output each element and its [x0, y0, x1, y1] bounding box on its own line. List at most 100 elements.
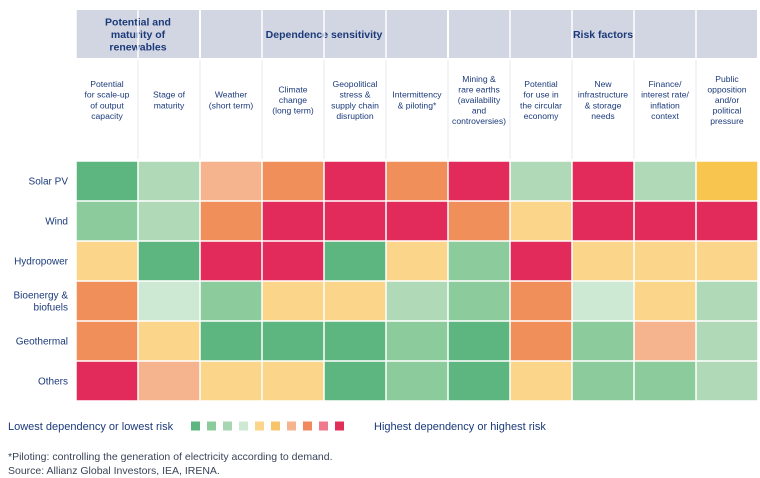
heatmap-cell [572, 161, 634, 201]
heatmap-cell [510, 201, 572, 241]
heatmap-cell [510, 241, 572, 281]
legend-swatch [223, 421, 232, 431]
heatmap-cell [572, 321, 634, 361]
source-note: Source: Allianz Global Investors, IEA, I… [8, 465, 220, 477]
legend-swatch [319, 421, 328, 431]
heatmap-cell [696, 361, 758, 401]
row-label: Others [38, 377, 68, 388]
heatmap-cell [448, 201, 510, 241]
column-label: Climate change (long term) [272, 84, 314, 115]
legend-swatch [191, 421, 200, 431]
heatmap-cell [572, 201, 634, 241]
heatmap-cell [448, 321, 510, 361]
heatmap-cell [696, 281, 758, 321]
heatmap-cell [138, 241, 200, 281]
heatmap-cell [262, 281, 324, 321]
heatmap-cell [634, 281, 696, 321]
column-label: Intermittency & piloting* [392, 90, 442, 111]
heatmap-cell [572, 361, 634, 401]
heatmap-cell [448, 361, 510, 401]
heatmap-cell [200, 161, 262, 201]
heatmap-cell [510, 161, 572, 201]
legend-swatch [239, 421, 248, 431]
row-label: Geothermal [16, 337, 68, 348]
heatmap-cell [386, 201, 448, 241]
heatmap-cell [76, 161, 138, 201]
heatmap-cell [510, 361, 572, 401]
legend-swatch [303, 421, 312, 431]
heatmap-cell [262, 241, 324, 281]
heatmap-cell [76, 361, 138, 401]
heatmap-cell [386, 281, 448, 321]
heatmap-cell [634, 321, 696, 361]
heatmap-cell [634, 361, 696, 401]
heatmap-cell [696, 161, 758, 201]
heatmap-cell [386, 161, 448, 201]
legend-low-label: Lowest dependency or lowest risk [8, 421, 174, 433]
heatmap-cell [324, 361, 386, 401]
column-label: Geopolitical stress & supply chain disrupti… [331, 79, 379, 121]
heatmap-cell [448, 161, 510, 201]
heatmap-cell [386, 321, 448, 361]
legend-swatch [271, 421, 280, 431]
column-group-header-bg [76, 10, 758, 58]
heatmap-cell [572, 241, 634, 281]
heatmap-cell [76, 281, 138, 321]
heatmap-cell [572, 281, 634, 321]
heatmap-cell [138, 161, 200, 201]
heatmap-cell [386, 361, 448, 401]
heatmap-cell [634, 201, 696, 241]
heatmap-cell [696, 321, 758, 361]
column-label: New infrastructure & storage needs [578, 79, 628, 121]
heatmap-cell [634, 161, 696, 201]
legend-high-label: Highest dependency or highest risk [374, 421, 546, 433]
heatmap-cell [200, 281, 262, 321]
heatmap-cell [324, 321, 386, 361]
heatmap-cell [696, 241, 758, 281]
heatmap-cell [324, 241, 386, 281]
row-label: Wind [45, 217, 68, 228]
heatmap-cell [76, 241, 138, 281]
column-label: Public opposition and/or political pressure [707, 74, 746, 126]
heatmap-cell [262, 361, 324, 401]
column-label: Stage of maturity [153, 90, 186, 111]
heatmap-cell [200, 241, 262, 281]
column-label: Potential for use in the circular economy [520, 79, 562, 121]
row-label: Solar PV [29, 177, 69, 188]
heatmap-cell [138, 281, 200, 321]
column-group-label: Risk factors [573, 29, 633, 41]
row-label: Hydropower [14, 257, 69, 268]
heatmap-cell [448, 241, 510, 281]
heatmap-cell [200, 201, 262, 241]
heatmap-cell [324, 281, 386, 321]
heatmap-cell [262, 161, 324, 201]
heatmap-cell [138, 361, 200, 401]
row-label: Bioenergy & biofuels [14, 291, 69, 314]
heatmap-cell [262, 321, 324, 361]
heatmap-cell [200, 361, 262, 401]
heatmap-cell [696, 201, 758, 241]
heatmap-cell [138, 201, 200, 241]
heatmap-cell [510, 281, 572, 321]
column-label: Weather (short term) [209, 90, 254, 111]
heatmap-cell [634, 241, 696, 281]
heatmap-cell [262, 201, 324, 241]
legend-swatch [335, 421, 344, 431]
legend-swatch [287, 421, 296, 431]
heatmap-cell [76, 201, 138, 241]
heatmap-cell [76, 321, 138, 361]
heatmap-cell [324, 161, 386, 201]
heatmap-cell [386, 241, 448, 281]
column-label: Mining & rare earths (availability and contr… [452, 74, 506, 126]
heatmap-cell [324, 201, 386, 241]
heatmap-cell [510, 321, 572, 361]
heatmap-cell [448, 281, 510, 321]
heatmap-cell [138, 321, 200, 361]
heatmap-cell [200, 321, 262, 361]
legend-swatch [207, 421, 216, 431]
footnote: *Piloting: controlling the generation of… [8, 451, 333, 463]
column-label: Potential for scale-up of output capacity [85, 79, 130, 121]
column-label: Finance/interest rate/inflation context [641, 79, 689, 121]
